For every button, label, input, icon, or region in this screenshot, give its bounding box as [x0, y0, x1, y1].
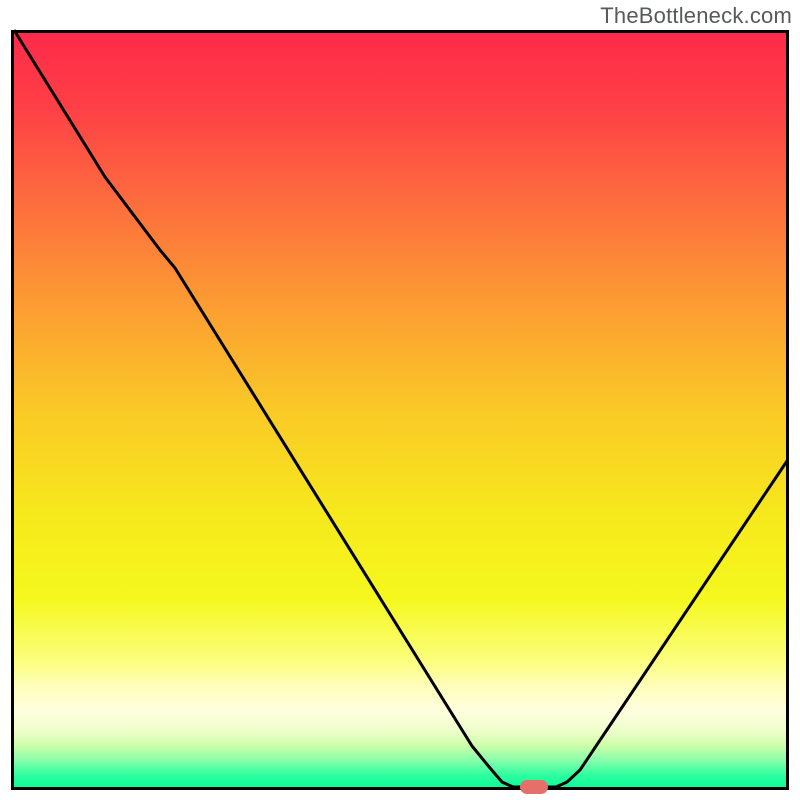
watermark-label: TheBottleneck.com: [600, 3, 792, 29]
chart-root: TheBottleneck.com: [0, 0, 800, 800]
curve-layer: [0, 0, 800, 800]
bottleneck-curve: [14, 30, 787, 787]
bottom-marker: [520, 780, 548, 794]
